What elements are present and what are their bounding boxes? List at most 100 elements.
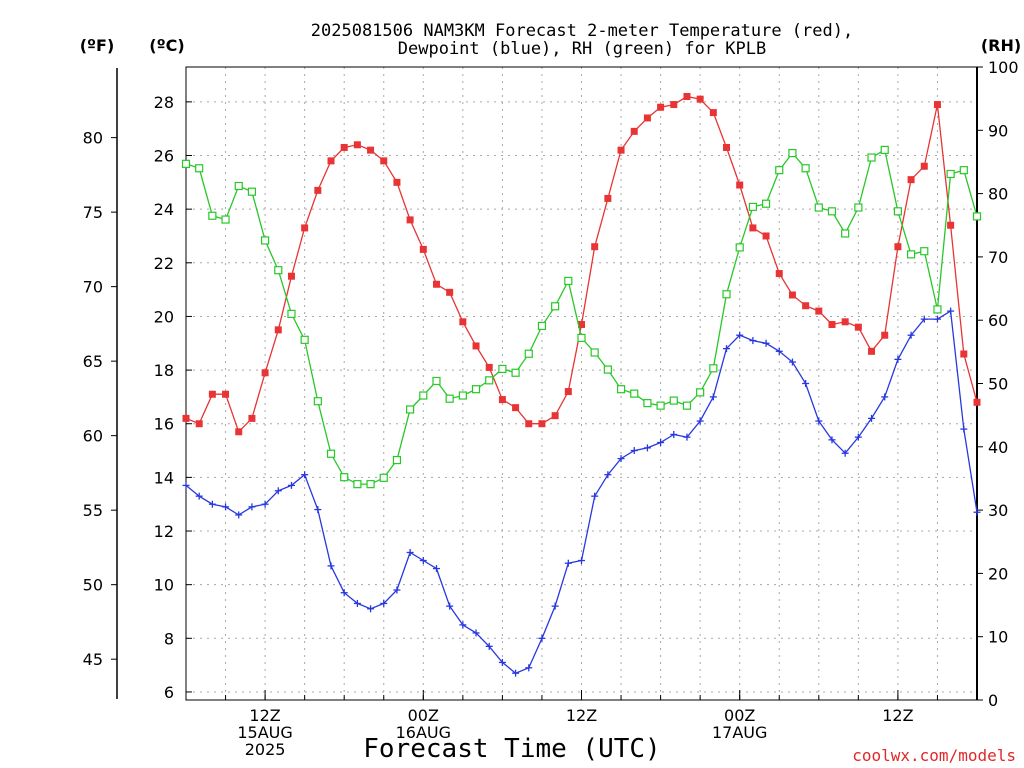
dewpoint-point <box>367 605 375 613</box>
rh-point <box>208 211 217 220</box>
dewpoint-point <box>208 500 216 508</box>
temperature-point <box>485 363 493 371</box>
rh-tick-label: 90 <box>988 121 1008 140</box>
dewpoint-point <box>432 565 440 573</box>
temperature-point <box>525 420 533 428</box>
dewpoint-point <box>393 586 401 594</box>
rh-point <box>775 166 784 175</box>
celsius-tick-label: 28 <box>154 93 174 112</box>
rh-point <box>419 391 428 400</box>
rh-point <box>300 335 309 344</box>
dewpoint-point <box>670 430 678 438</box>
temperature-point <box>868 347 876 355</box>
dewpoint-point <box>696 417 704 425</box>
dewpoint-point <box>222 503 230 511</box>
temperature-point <box>222 390 230 398</box>
rh-point <box>313 397 322 406</box>
temperature-point <box>182 414 190 422</box>
celsius-tick-label: 20 <box>154 307 174 326</box>
dewpoint-point <box>591 492 599 500</box>
rh-point <box>656 401 665 410</box>
temperature-point <box>459 318 467 326</box>
celsius-tick-label: 8 <box>164 629 174 648</box>
dewpoint-point <box>485 642 493 650</box>
dewpoint-point <box>538 634 546 642</box>
temperature-point <box>604 194 612 202</box>
rh-point <box>959 166 968 175</box>
celsius-tick-label: 26 <box>154 147 174 166</box>
rh-point <box>643 399 652 408</box>
temperature-point <box>551 412 559 420</box>
temperature-point <box>208 390 216 398</box>
rh-point <box>498 364 507 374</box>
temperature-point <box>643 114 651 122</box>
dewpoint-point <box>947 307 955 315</box>
rh-point <box>814 203 823 212</box>
fahrenheit-tick-label: 45 <box>83 650 103 669</box>
dewpoint-point <box>261 500 269 508</box>
rh-point <box>445 394 454 403</box>
rh-point <box>221 215 230 224</box>
dewpoint-point <box>788 358 796 366</box>
dewpoint-point <box>498 658 506 666</box>
dewpoint-point <box>868 414 876 422</box>
dewpoint-point <box>472 629 480 637</box>
dewpoint-point <box>446 602 454 610</box>
temperature-point <box>380 157 388 165</box>
rh-point <box>195 164 204 173</box>
rh-point <box>972 212 982 221</box>
temperature-point <box>419 245 427 253</box>
rh-tick-label: 0 <box>988 691 998 710</box>
rh-point <box>893 207 903 216</box>
temperature-point <box>933 101 941 109</box>
x-tick-label: 12Z <box>249 706 280 725</box>
rh-point <box>432 376 441 386</box>
rh-point <box>841 229 850 238</box>
dewpoint-point <box>630 447 638 455</box>
dewpoint-point <box>762 339 770 347</box>
celsius-tick-label: 22 <box>154 254 174 273</box>
dewpoint-point <box>723 345 731 353</box>
temperature-point <box>683 93 691 101</box>
dewpoint-point <box>301 471 309 479</box>
rh-point <box>827 207 837 216</box>
temperature-point <box>670 101 678 109</box>
series-line-dewpoint <box>185 310 978 674</box>
dewpoint-point <box>841 449 849 457</box>
rh-point <box>485 376 494 385</box>
temperature-point <box>367 146 375 154</box>
dewpoint-point <box>802 380 810 387</box>
dewpoint-point <box>195 492 203 500</box>
fahrenheit-tick-label: 60 <box>83 427 103 446</box>
rh-point <box>761 199 771 208</box>
temperature-point <box>749 224 757 232</box>
temperature-point <box>512 404 520 412</box>
temperature-point <box>578 320 585 328</box>
celsius-tick-label: 14 <box>154 468 174 487</box>
temperature-point <box>235 428 243 436</box>
rh-point <box>748 202 757 211</box>
rh-point <box>287 309 296 318</box>
temperature-point <box>723 143 731 151</box>
dewpoint-point <box>340 589 348 597</box>
dewpoint-point <box>604 471 612 479</box>
temperature-point <box>920 162 928 170</box>
temperature-point <box>538 420 546 428</box>
temperature-point <box>815 307 823 315</box>
temperature-point <box>432 280 440 288</box>
rh-point <box>616 385 626 394</box>
dewpoint-point <box>353 599 361 607</box>
rh-point <box>933 305 942 314</box>
rh-tick-label: 50 <box>988 375 1008 394</box>
fahrenheit-tick-label: 70 <box>83 278 103 297</box>
dewpoint-point <box>327 562 335 570</box>
rh-point <box>801 164 810 173</box>
rh-point <box>854 203 863 212</box>
rh-tick-label: 80 <box>988 185 1008 204</box>
temperature-point <box>802 302 810 310</box>
dewpoint-point <box>406 548 414 556</box>
celsius-tick-label: 18 <box>154 361 174 380</box>
rh-point <box>181 159 191 168</box>
temperature-point <box>261 369 269 377</box>
